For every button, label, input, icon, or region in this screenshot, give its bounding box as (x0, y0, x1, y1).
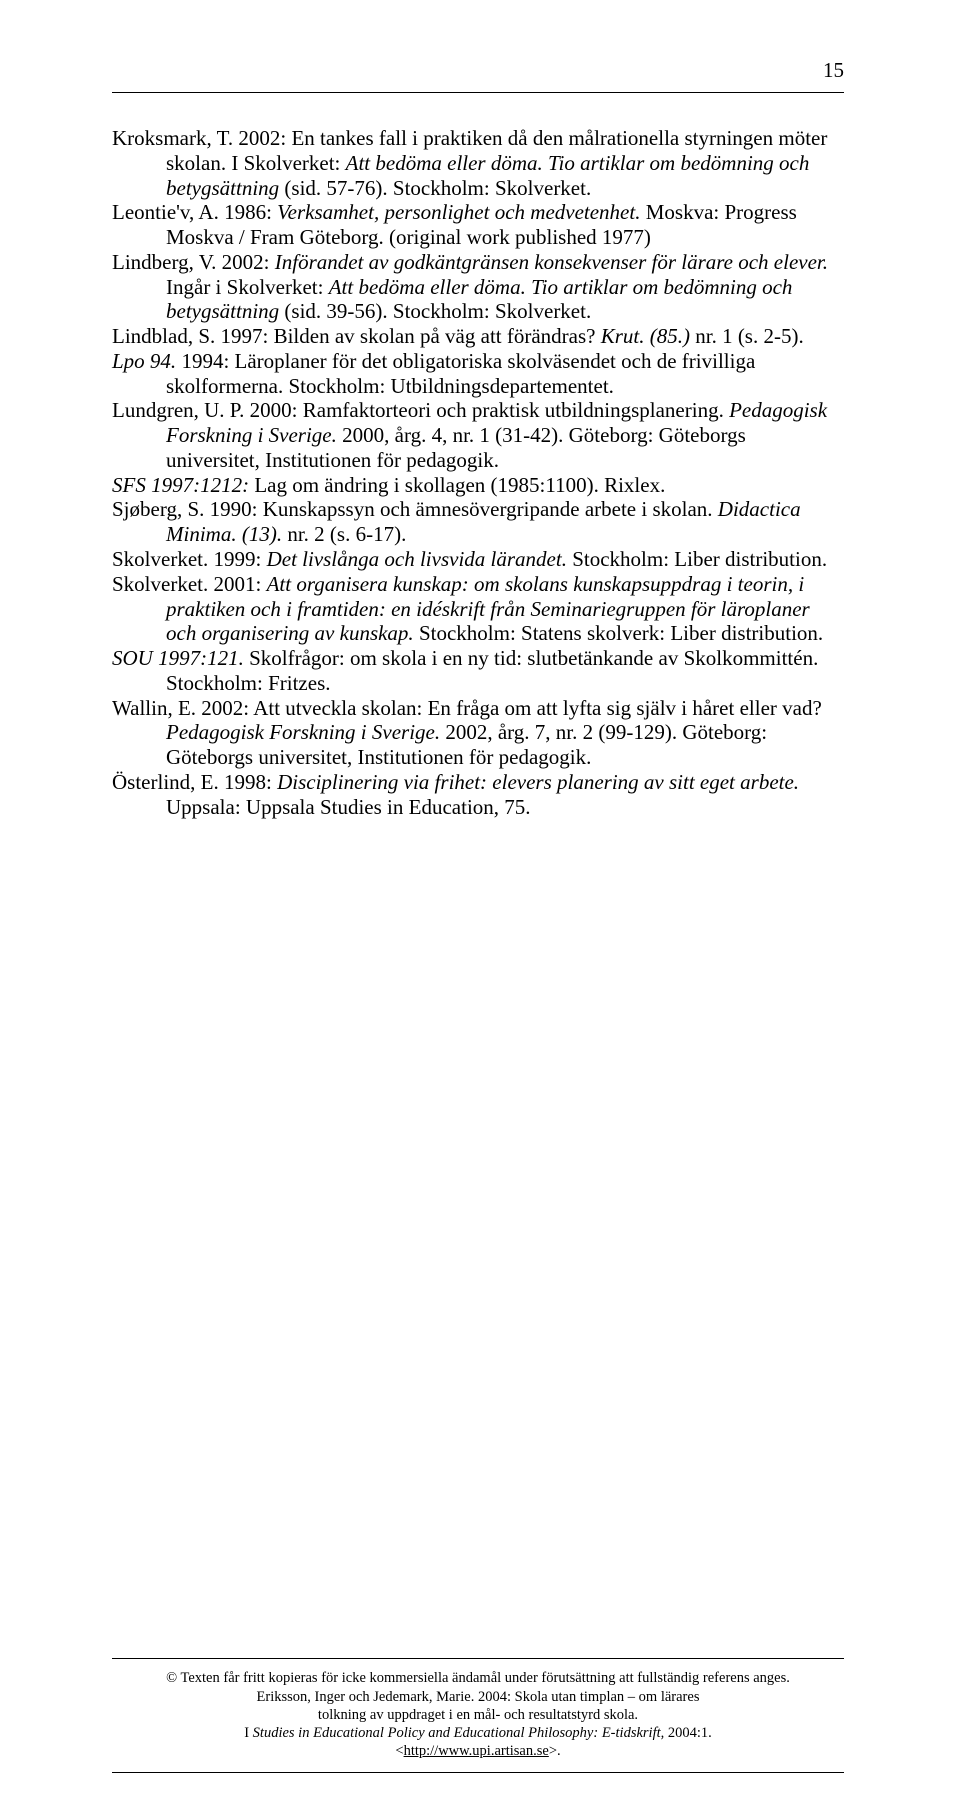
footer-text: 2004:1. (664, 1725, 712, 1741)
reference-entry: Lindblad, S. 1997: Bilden av skolan på v… (112, 324, 844, 349)
reference-entry: Lundgren, U. P. 2000: Ramfaktorteori och… (112, 398, 844, 472)
reference-entry: Wallin, E. 2002: Att utveckla skolan: En… (112, 696, 844, 770)
header-rule (112, 92, 844, 93)
reference-entry: SFS 1997:1212: Lag om ändring i skollage… (112, 473, 844, 498)
footer-line: © Texten får fritt kopieras för icke kom… (112, 1669, 844, 1687)
footer-line: <http://www.upi.artisan.se>. (112, 1742, 844, 1760)
reference-entry: Kroksmark, T. 2002: En tankes fall i pra… (112, 126, 844, 200)
reference-entry: Sjøberg, S. 1990: Kunskapssyn och ämnesö… (112, 497, 844, 547)
footer-line: tolkning av uppdraget i en mål- och resu… (112, 1706, 844, 1724)
reference-entry: Österlind, E. 1998: Disciplinering via f… (112, 770, 844, 820)
reference-entry: Lindberg, V. 2002: Införandet av godkänt… (112, 250, 844, 324)
reference-entry: Skolverket. 2001: Att organisera kunskap… (112, 572, 844, 646)
footer-text: < (395, 1743, 403, 1759)
reference-entry: Leontie'v, A. 1986: Verksamhet, personli… (112, 200, 844, 250)
page-footer: © Texten får fritt kopieras för icke kom… (112, 1658, 844, 1773)
reference-entry: SOU 1997:121. Skolfrågor: om skola i en … (112, 646, 844, 696)
footer-link[interactable]: http://www.upi.artisan.se (404, 1743, 549, 1759)
reference-entry: Lpo 94. 1994: Läroplaner för det obligat… (112, 349, 844, 399)
references-block: Kroksmark, T. 2002: En tankes fall i pra… (112, 126, 844, 819)
footer-text: >. (549, 1743, 561, 1759)
reference-entry: Skolverket. 1999: Det livslånga och livs… (112, 547, 844, 572)
footer-rule-top (112, 1658, 844, 1659)
footer-text-italic: Studies in Educational Policy and Educat… (253, 1725, 665, 1741)
page-number: 15 (823, 58, 844, 83)
document-page: 15 Kroksmark, T. 2002: En tankes fall i … (0, 0, 960, 1819)
footer-line: Eriksson, Inger och Jedemark, Marie. 200… (112, 1688, 844, 1706)
footer-line: I Studies in Educational Policy and Educ… (112, 1724, 844, 1742)
footer-text: I (244, 1725, 252, 1741)
footer-rule-bottom (112, 1772, 844, 1773)
